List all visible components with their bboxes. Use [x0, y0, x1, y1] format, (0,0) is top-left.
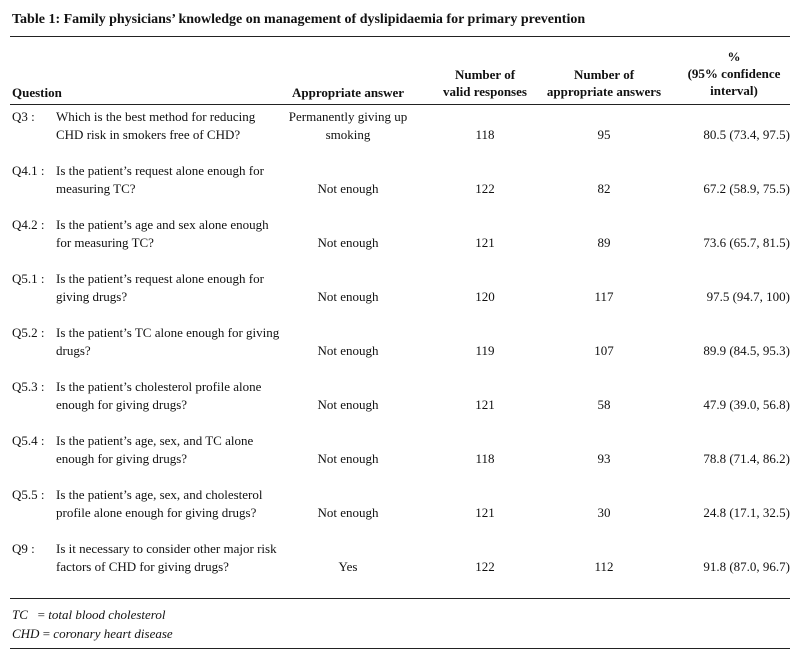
question-id: Q4.1 : — [12, 163, 45, 178]
header-appropriate-line-1: Number of — [573, 67, 635, 82]
appropriate-answers-value: 93 — [597, 451, 611, 466]
footnote-definition: total blood cholesterol — [48, 607, 166, 622]
question-text: Is the patient’s cholesterol profile alo… — [56, 379, 262, 412]
appropriate-answers-value: 112 — [594, 559, 614, 574]
footer-rule — [10, 648, 790, 649]
top-rule — [10, 36, 790, 37]
header-question-label: Question — [12, 85, 62, 100]
appropriate-answers-value: 82 — [597, 181, 611, 196]
appropriate-answer: Yes — [338, 559, 358, 574]
appropriate-answers-value: 89 — [597, 235, 611, 250]
appropriate-answer: Permanently giving up smoking — [288, 109, 408, 142]
bottom-rule — [10, 598, 790, 599]
valid-responses-value: 122 — [475, 181, 495, 196]
question-text: Which is the best method for reducing CH… — [56, 109, 256, 142]
question-text: Is the patient’s TC alone enough for giv… — [56, 325, 280, 358]
footnote-abbreviation: TC — [12, 607, 28, 622]
percent-ci-value: 73.6 (65.7, 81.5) — [703, 235, 790, 250]
footnote-line: TC = total blood cholesterol — [12, 606, 165, 624]
table-title: Table 1: Family physicians’ knowledge on… — [12, 12, 586, 27]
header-appropriate-answer: Appropriate answer — [286, 84, 410, 101]
valid-responses-value: 119 — [475, 343, 495, 358]
question-text: Is the patient’s request alone enough fo… — [56, 163, 264, 196]
appropriate-answer: Not enough — [317, 505, 379, 520]
question-text: Is it necessary to consider other major … — [56, 541, 277, 574]
footnote-separator: = — [27, 607, 49, 622]
valid-responses-value: 120 — [475, 289, 495, 304]
appropriate-answer: Not enough — [317, 289, 379, 304]
valid-responses-value: 121 — [475, 397, 495, 412]
appropriate-answers-value: 117 — [594, 289, 614, 304]
percent-ci-value: 97.5 (94.7, 100) — [706, 289, 790, 304]
footnote-definition: coronary heart disease — [53, 626, 173, 641]
question-id: Q5.4 : — [12, 433, 45, 448]
appropriate-answers-value: 58 — [597, 397, 611, 412]
valid-responses-value: 121 — [475, 235, 495, 250]
percent-ci-value: 89.9 (84.5, 95.3) — [703, 343, 790, 358]
question-text: Is the patient’s age, sex, and TC alone … — [56, 433, 254, 466]
appropriate-answer: Not enough — [317, 181, 379, 196]
percent-ci-value: 80.5 (73.4, 97.5) — [703, 127, 790, 142]
header-appropriate-answer-label: Appropriate answer — [291, 85, 405, 100]
header-valid-line-2: valid responses — [443, 84, 527, 99]
header-percent-line-3: interval) — [710, 83, 758, 98]
appropriate-answer: Not enough — [317, 343, 379, 358]
question-id: Q5.5 : — [12, 487, 45, 502]
header-valid-line-1: Number of — [454, 67, 516, 82]
appropriate-answer: Not enough — [317, 235, 379, 250]
footnote-abbreviation: CHD — [12, 626, 40, 641]
header-question: Question — [12, 84, 62, 101]
question-id: Q5.1 : — [12, 271, 45, 286]
footnote-line: CHD = coronary heart disease — [12, 625, 173, 643]
question-text: Is the patient’s request alone enough fo… — [56, 271, 264, 304]
appropriate-answers-value: 95 — [597, 127, 611, 142]
valid-responses-value: 121 — [475, 505, 495, 520]
valid-responses-value: 118 — [475, 127, 495, 142]
header-appropriate-answers: Number of appropriate answers — [540, 66, 668, 100]
percent-ci-value: 78.8 (71.4, 86.2) — [703, 451, 790, 466]
appropriate-answers-value: 30 — [597, 505, 611, 520]
appropriate-answer: Not enough — [317, 397, 379, 412]
appropriate-answers-value: 107 — [594, 343, 614, 358]
question-id: Q3 : — [12, 109, 35, 124]
footnote-separator: = — [39, 626, 54, 641]
percent-ci-value: 91.8 (87.0, 96.7) — [703, 559, 790, 574]
percent-ci-value: 67.2 (58.9, 75.5) — [703, 181, 790, 196]
question-text: Is the patient’s age, sex, and cholester… — [56, 487, 263, 520]
header-percent-ci: % (95% confidence interval) — [678, 48, 790, 99]
percent-ci-value: 24.8 (17.1, 32.5) — [703, 505, 790, 520]
percent-ci-value: 47.9 (39.0, 56.8) — [703, 397, 790, 412]
valid-responses-value: 122 — [475, 559, 495, 574]
question-id: Q4.2 : — [12, 217, 45, 232]
question-text: Is the patient’s age and sex alone enoug… — [56, 217, 269, 250]
appropriate-answer: Not enough — [317, 451, 379, 466]
question-id: Q5.3 : — [12, 379, 45, 394]
question-id: Q5.2 : — [12, 325, 45, 340]
header-valid-responses: Number of valid responses — [436, 66, 534, 100]
header-rule — [10, 104, 790, 105]
valid-responses-value: 118 — [475, 451, 495, 466]
question-id: Q9 : — [12, 541, 35, 556]
header-percent-line-2: (95% confidence — [687, 66, 781, 81]
header-appropriate-line-2: appropriate answers — [546, 84, 662, 99]
header-percent-line-1: % — [727, 49, 741, 64]
